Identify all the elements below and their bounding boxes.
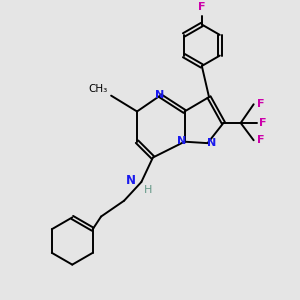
Text: N: N — [177, 136, 186, 146]
Text: F: F — [256, 99, 264, 109]
Text: F: F — [198, 2, 206, 12]
Text: N: N — [207, 138, 217, 148]
Text: F: F — [260, 118, 267, 128]
Text: N: N — [155, 90, 165, 100]
Text: H: H — [144, 185, 153, 195]
Text: F: F — [256, 135, 264, 145]
Text: CH₃: CH₃ — [88, 84, 108, 94]
Text: N: N — [126, 174, 136, 187]
